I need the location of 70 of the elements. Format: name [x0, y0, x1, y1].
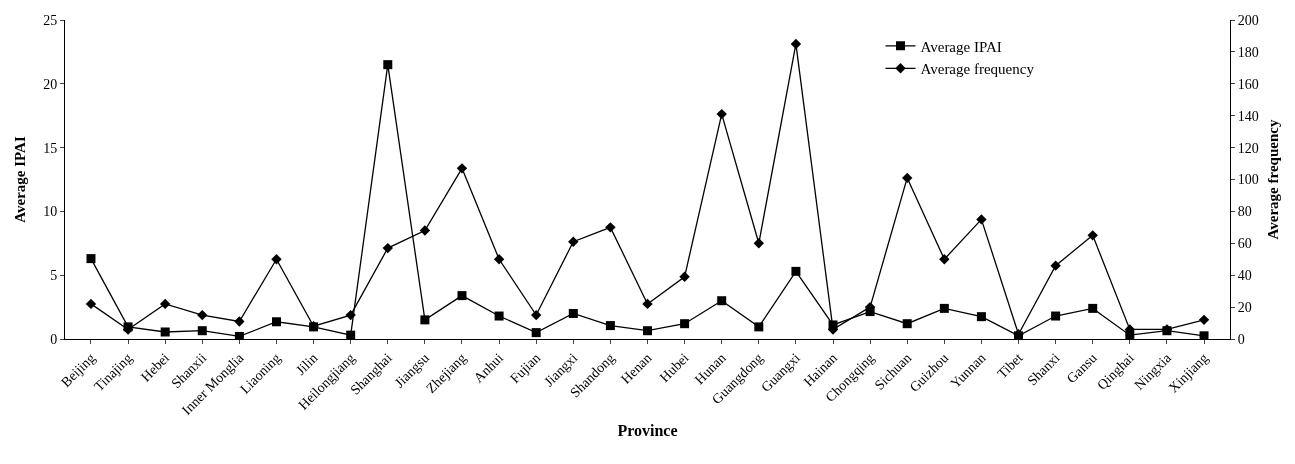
- point: [197, 326, 207, 336]
- point: [346, 330, 356, 339]
- point: [530, 309, 542, 321]
- point: [679, 271, 690, 282]
- y2-tick-label: 60: [1237, 236, 1252, 252]
- y-tick-label: 0: [50, 331, 58, 347]
- point: [605, 321, 615, 331]
- y-tick-label: 15: [43, 140, 58, 156]
- y2-tick-label: 40: [1237, 268, 1252, 284]
- y-axis-title: Average IPAI: [12, 136, 28, 223]
- point: [86, 254, 96, 264]
- point: [1050, 260, 1061, 271]
- y2-tick-label: 160: [1237, 76, 1259, 92]
- point: [531, 328, 541, 338]
- y2-tick-label: 200: [1237, 12, 1259, 28]
- point: [568, 236, 579, 247]
- legend-label: Average frequency: [920, 61, 1035, 78]
- point: [85, 298, 97, 310]
- legend-label: Average IPAI: [920, 38, 1002, 55]
- point: [456, 163, 468, 174]
- y2-tick-label: 120: [1237, 140, 1259, 156]
- point: [717, 296, 727, 306]
- point: [1051, 311, 1061, 321]
- point: [420, 315, 430, 325]
- point: [680, 319, 690, 329]
- point: [457, 291, 467, 301]
- point: [159, 298, 171, 310]
- point: [939, 254, 950, 265]
- point: [976, 312, 986, 322]
- point: [1198, 314, 1210, 326]
- y2-tick-label: 0: [1237, 331, 1245, 347]
- point: [568, 308, 578, 318]
- point: [753, 238, 765, 249]
- point: [902, 172, 913, 184]
- point: [160, 327, 170, 337]
- y2-tick-label: 140: [1237, 108, 1259, 124]
- point: [271, 317, 281, 327]
- y-tick-label: 10: [43, 204, 58, 220]
- y-tick-label: 20: [43, 76, 58, 92]
- point: [1199, 331, 1209, 339]
- point: [345, 309, 356, 321]
- point: [382, 242, 393, 254]
- point: [494, 311, 504, 321]
- y-tick-label: 25: [43, 12, 58, 28]
- point: [939, 303, 949, 313]
- point: [383, 60, 393, 70]
- point: [791, 266, 801, 276]
- y2-tick-label: 80: [1237, 204, 1252, 220]
- point: [790, 38, 802, 50]
- y2-tick-label: 20: [1237, 300, 1252, 315]
- y2-tick-label: 100: [1237, 172, 1259, 188]
- point: [1088, 303, 1098, 313]
- point: [234, 331, 244, 339]
- point: [1087, 230, 1098, 241]
- point: [754, 322, 764, 332]
- point: [234, 316, 245, 327]
- point: [271, 254, 282, 265]
- y2-tick-label: 180: [1237, 44, 1259, 60]
- point: [493, 254, 505, 265]
- y2-axis-title: Average frequency: [1264, 119, 1281, 240]
- point: [419, 225, 431, 236]
- y-tick-label: 5: [50, 268, 58, 284]
- point: [716, 108, 727, 120]
- x-axis-title: Province: [617, 422, 678, 440]
- point: [976, 214, 987, 225]
- point: [902, 319, 912, 329]
- point: [197, 309, 208, 321]
- point: [605, 222, 616, 233]
- point: [643, 326, 652, 336]
- point: [642, 298, 653, 310]
